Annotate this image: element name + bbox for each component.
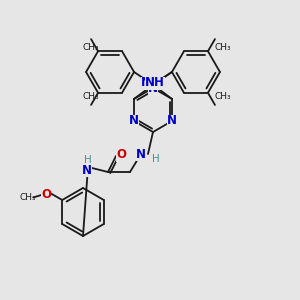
Text: O: O [41, 188, 51, 201]
Text: N: N [136, 148, 146, 160]
Text: CH₃: CH₃ [214, 92, 231, 101]
Text: CH₃: CH₃ [83, 43, 99, 52]
Text: H: H [152, 154, 160, 164]
Text: NH: NH [145, 76, 165, 89]
Text: N: N [129, 115, 139, 128]
Text: N: N [167, 115, 177, 128]
Text: NH: NH [141, 76, 161, 89]
Text: H: H [84, 155, 92, 165]
Text: CH₃: CH₃ [214, 43, 231, 52]
Text: CH₃: CH₃ [20, 193, 37, 202]
Text: CH₃: CH₃ [83, 92, 99, 101]
Text: O: O [116, 148, 126, 161]
Text: N: N [148, 82, 158, 94]
Text: N: N [82, 164, 92, 176]
